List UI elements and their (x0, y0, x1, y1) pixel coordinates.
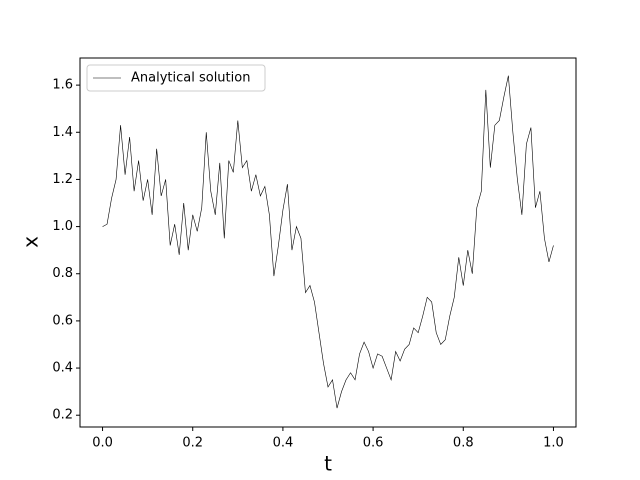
y-tick-label: 1.2 (52, 172, 73, 187)
x-tick-label: 0.2 (182, 436, 203, 451)
x-tick-label: 0.6 (363, 436, 384, 451)
x-tick-label: 0.0 (92, 436, 113, 451)
legend-label: Analytical solution (131, 71, 250, 86)
y-tick-label: 1.4 (52, 125, 73, 140)
x-tick-label: 0.4 (273, 436, 294, 451)
legend-box (86, 64, 266, 92)
x-tick-label: 0.8 (453, 436, 474, 451)
x-tick-label: 1.0 (543, 436, 564, 451)
y-tick-label: 0.4 (52, 361, 73, 376)
y-axis-label: x (19, 236, 43, 248)
x-axis-label: t (324, 452, 332, 476)
plot-frame (79, 57, 577, 428)
data-line (102, 75, 554, 409)
y-tick-label: 0.6 (52, 313, 73, 328)
y-tick-label: 1.6 (52, 78, 73, 93)
y-tick-label: 1.0 (52, 219, 73, 234)
y-tick-label: 0.2 (52, 408, 73, 423)
y-tick-label: 0.8 (52, 266, 73, 281)
